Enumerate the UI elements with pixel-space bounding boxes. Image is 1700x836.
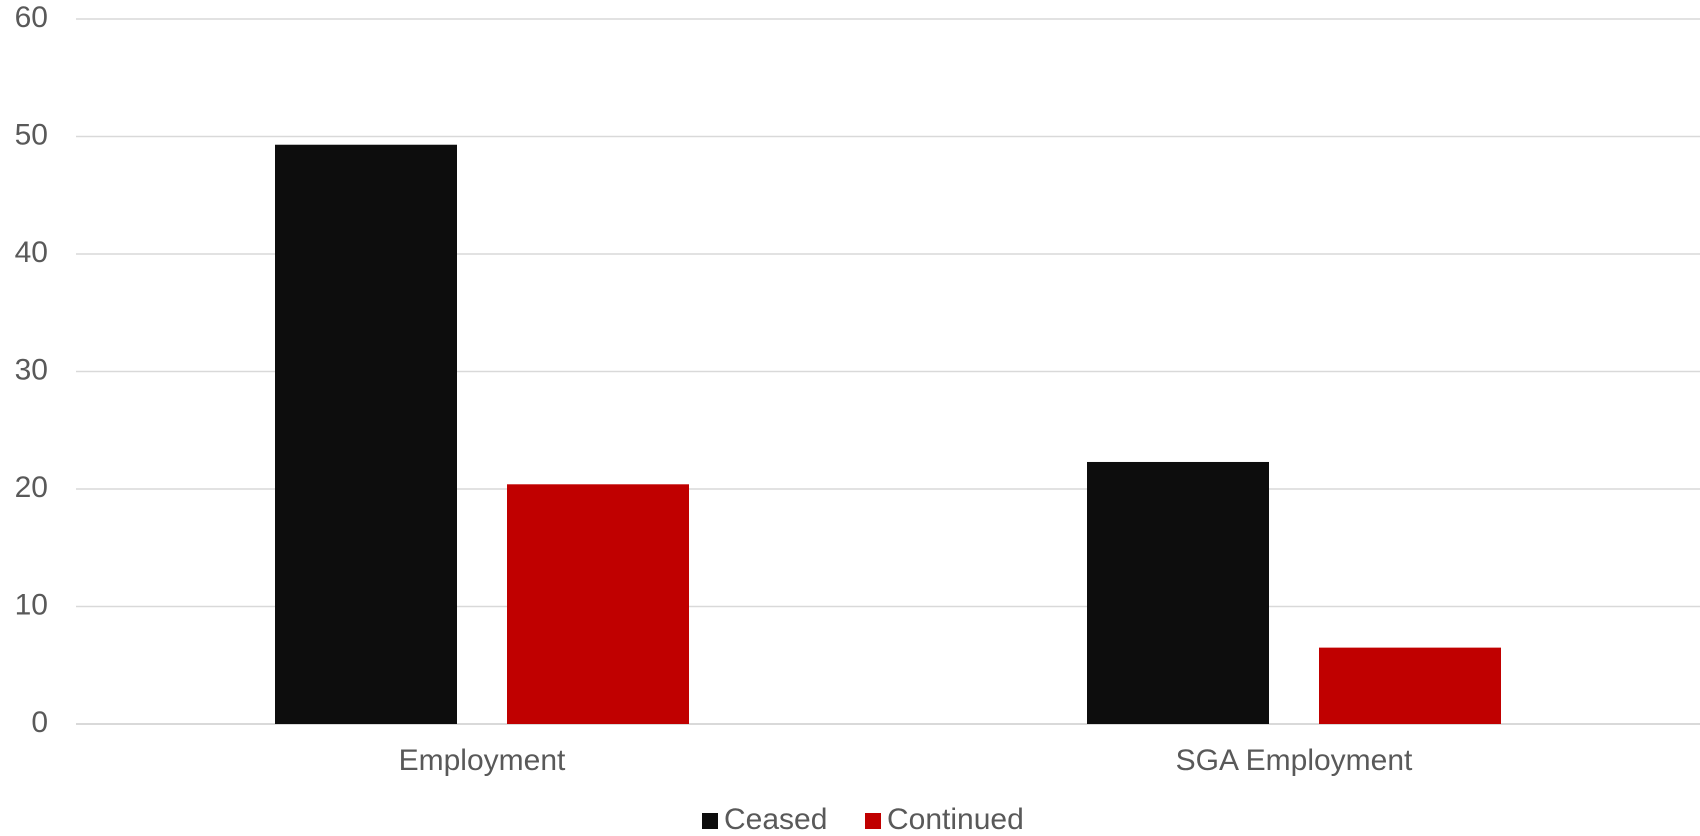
y-tick-label: 50 [15, 118, 48, 151]
y-tick-label: 0 [31, 706, 48, 739]
bar-continued-employment [507, 484, 689, 724]
y-tick-label: 40 [15, 236, 48, 269]
legend: Ceased Continued [702, 803, 1024, 836]
legend-swatch-ceased [702, 813, 718, 829]
y-axis-ticks: 0 10 20 30 40 50 60 [15, 1, 48, 739]
legend-label-ceased: Ceased [724, 803, 827, 836]
y-tick-label: 60 [15, 1, 48, 34]
y-tick-label: 20 [15, 471, 48, 504]
bar-ceased-sga-employment [1087, 461, 1269, 724]
legend-label-continued: Continued [887, 803, 1024, 836]
x-axis-labels: Employment SGA Employment [399, 744, 1413, 777]
bar-continued-sga-employment [1319, 647, 1501, 724]
y-tick-label: 30 [15, 353, 48, 386]
x-category-label: SGA Employment [1176, 744, 1413, 777]
y-tick-label: 10 [15, 588, 48, 621]
legend-swatch-continued [865, 813, 881, 829]
bar-ceased-employment [275, 144, 457, 725]
bars [275, 144, 1501, 725]
x-category-label: Employment [399, 744, 566, 777]
